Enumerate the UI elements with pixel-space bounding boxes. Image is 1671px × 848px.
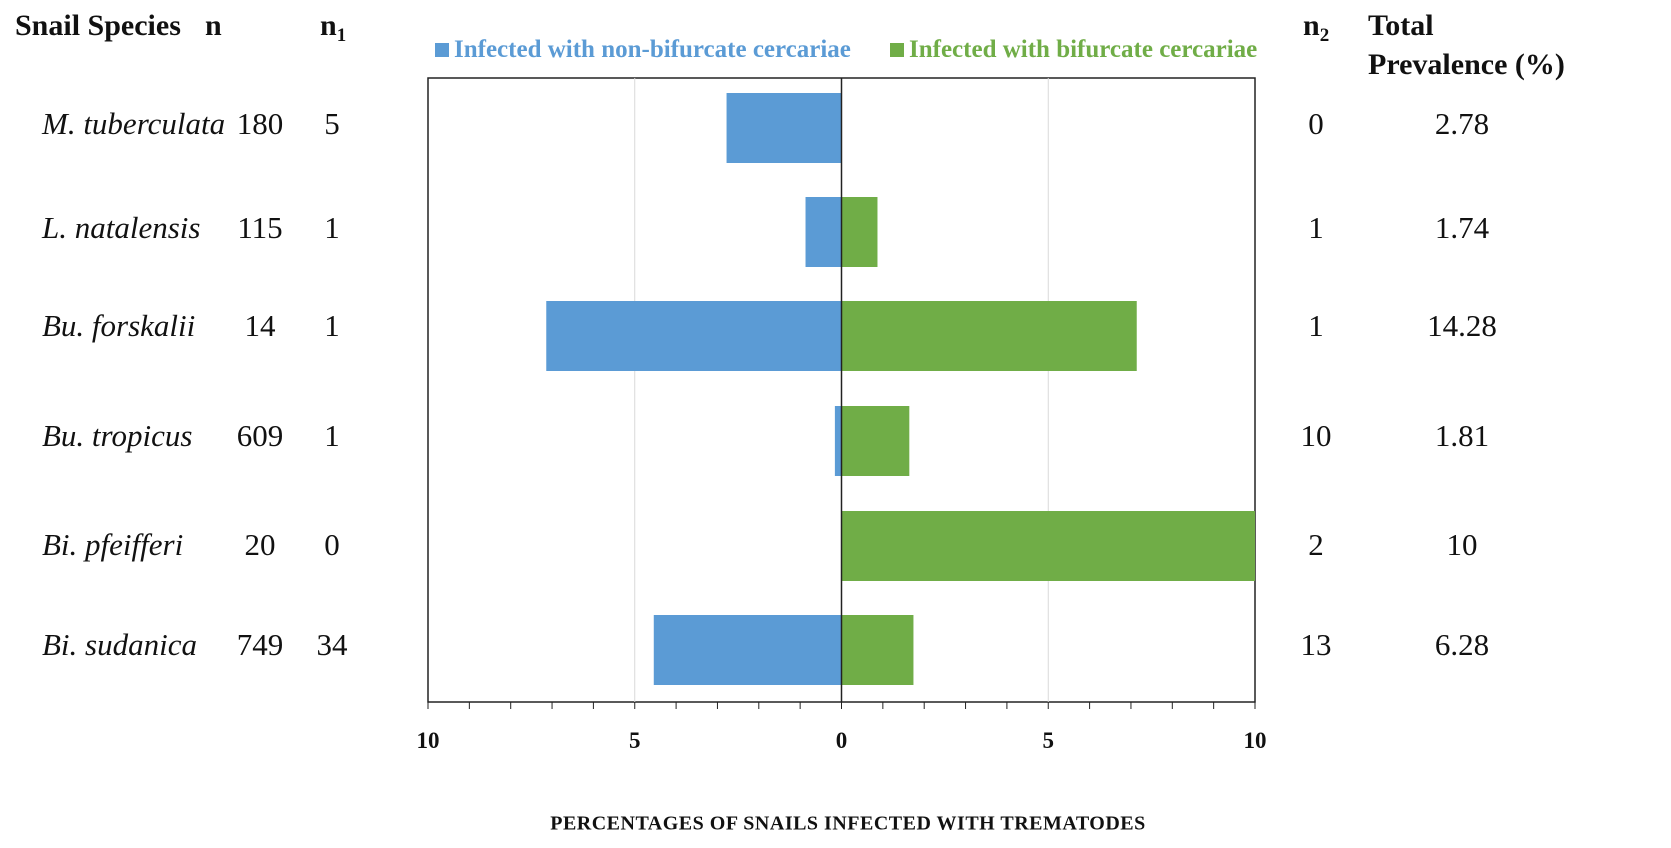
row-n-4: 20	[244, 527, 276, 562]
bar-non-bifurcate-2	[546, 301, 842, 371]
row-total-5: 6.28	[1434, 627, 1490, 662]
legend-label-bifurcate: Infected with bifurcate cercariae	[909, 36, 1258, 63]
header-n2: n2	[1303, 9, 1330, 46]
legend-swatch-green	[890, 43, 904, 57]
x-axis-label: PERCENTAGES OF SNAILS INFECTED WITH TREM…	[550, 812, 1146, 835]
bar-non-bifurcate-0	[726, 93, 842, 163]
header-total-line2: Prevalence (%)	[1368, 48, 1565, 81]
header-total-line1: Total	[1368, 9, 1434, 42]
row-n-3: 609	[236, 418, 284, 453]
legend-bifurcate: Infected with bifurcate cercariae	[890, 36, 1257, 64]
header-n1: n1	[320, 9, 347, 46]
row-total-3: 1.81	[1434, 418, 1490, 453]
bar-bifurcate-5	[841, 615, 914, 685]
row-total-1: 1.74	[1434, 210, 1490, 245]
x-tick-label-2: 0	[836, 728, 848, 753]
row-n2-0: 0	[1308, 106, 1324, 141]
row-species-5: Bi. sudanica	[42, 627, 197, 662]
header-n2-base: n	[1303, 9, 1320, 42]
legend-label-non-bifurcate: Infected with non-bifurcate cercariae	[454, 36, 851, 63]
header-snail-species: Snail Species	[15, 9, 181, 42]
x-tick-label-1: 5	[629, 728, 641, 753]
bar-bifurcate-2	[841, 301, 1137, 371]
row-species-2: Bu. forskalii	[42, 308, 196, 343]
bar-non-bifurcate-3	[834, 406, 842, 476]
row-n1-2: 1	[324, 308, 340, 343]
row-species-3: Bu. tropicus	[42, 418, 193, 453]
row-n1-1: 1	[324, 210, 340, 245]
header-n: n	[205, 9, 222, 42]
x-tick-label-4: 10	[1244, 728, 1267, 753]
row-n2-5: 13	[1300, 627, 1332, 662]
row-species-4: Bi. pfeifferi	[42, 527, 184, 562]
row-n2-3: 10	[1300, 418, 1332, 453]
row-n1-0: 5	[324, 106, 340, 141]
bar-bifurcate-4	[841, 511, 1255, 581]
row-species-0: M. tuberculata	[42, 106, 226, 141]
row-n1-3: 1	[324, 418, 340, 453]
header-n2-sub: 2	[1319, 25, 1330, 46]
row-species-1: L. natalensis	[42, 210, 201, 245]
row-n2-1: 1	[1308, 210, 1324, 245]
header-n1-base: n	[320, 9, 337, 42]
row-n-2: 14	[244, 308, 276, 343]
bar-non-bifurcate-1	[805, 197, 842, 267]
row-n2-2: 1	[1308, 308, 1324, 343]
row-n2-4: 2	[1308, 527, 1324, 562]
row-total-2: 14.28	[1427, 308, 1497, 343]
x-tick-label-3: 5	[1043, 728, 1055, 753]
legend-non-bifurcate: Infected with non-bifurcate cercariae	[435, 36, 851, 64]
header-n1-sub: 1	[336, 25, 347, 46]
row-n-0: 180	[236, 106, 284, 141]
row-total-0: 2.78	[1434, 106, 1490, 141]
row-total-4: 10	[1446, 527, 1478, 562]
bar-bifurcate-3	[841, 406, 910, 476]
row-n1-5: 34	[316, 627, 348, 662]
row-n1-4: 0	[324, 527, 340, 562]
x-tick-label-0: 10	[417, 728, 440, 753]
bar-non-bifurcate-5	[653, 615, 842, 685]
row-n-1: 115	[237, 210, 283, 245]
legend-swatch-blue	[435, 43, 449, 57]
bar-bifurcate-1	[841, 197, 878, 267]
row-n-5: 749	[236, 627, 284, 662]
